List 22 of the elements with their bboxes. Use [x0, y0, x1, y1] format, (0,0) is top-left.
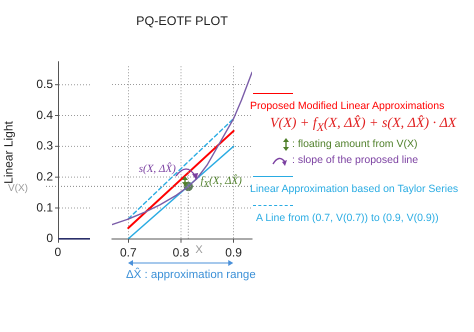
y-tick-label: 0	[46, 231, 54, 246]
legend-label: A Line from (0.7, V(0.7)) to (0.9, V(0.9))	[255, 212, 440, 224]
x-tick-label: 0.7	[120, 245, 137, 260]
x-tick-label: 0.8	[172, 245, 190, 260]
legend-label: Proposed Modified Linear Approximations	[250, 100, 446, 112]
annotation: s(X, ΔX̂)	[138, 162, 176, 175]
text: V(X) + f$_{X}$(X, ΔX̂) + s(X, ΔX̂) · ΔX	[269, 116, 458, 134]
legend-label: Linear Approximation based on Taylor Series	[250, 182, 460, 195]
text: : floating amount from V(X)	[291, 138, 418, 150]
text: : slope of the proposed line	[291, 154, 420, 166]
ref-line-label: X	[195, 244, 203, 256]
y-tick-label: 0.1	[36, 200, 54, 214]
chart-title: PQ-EOTF PLOT	[135, 14, 229, 28]
y-tick-label: 0.4	[36, 108, 54, 122]
text: ΔX̂ : approximation range	[126, 268, 256, 281]
y-tick-label: 0.3	[36, 138, 54, 153]
annotation: f$_{X}$(X, ΔX̂)	[200, 174, 242, 189]
y-tick-label: 0.5	[36, 77, 54, 92]
y-axis-title: Linear Light	[2, 120, 16, 184]
x-tick-label: 0.9	[225, 245, 242, 260]
y-tick-label: 0.2	[36, 169, 54, 184]
ref-line-label: V(X)	[8, 183, 28, 194]
